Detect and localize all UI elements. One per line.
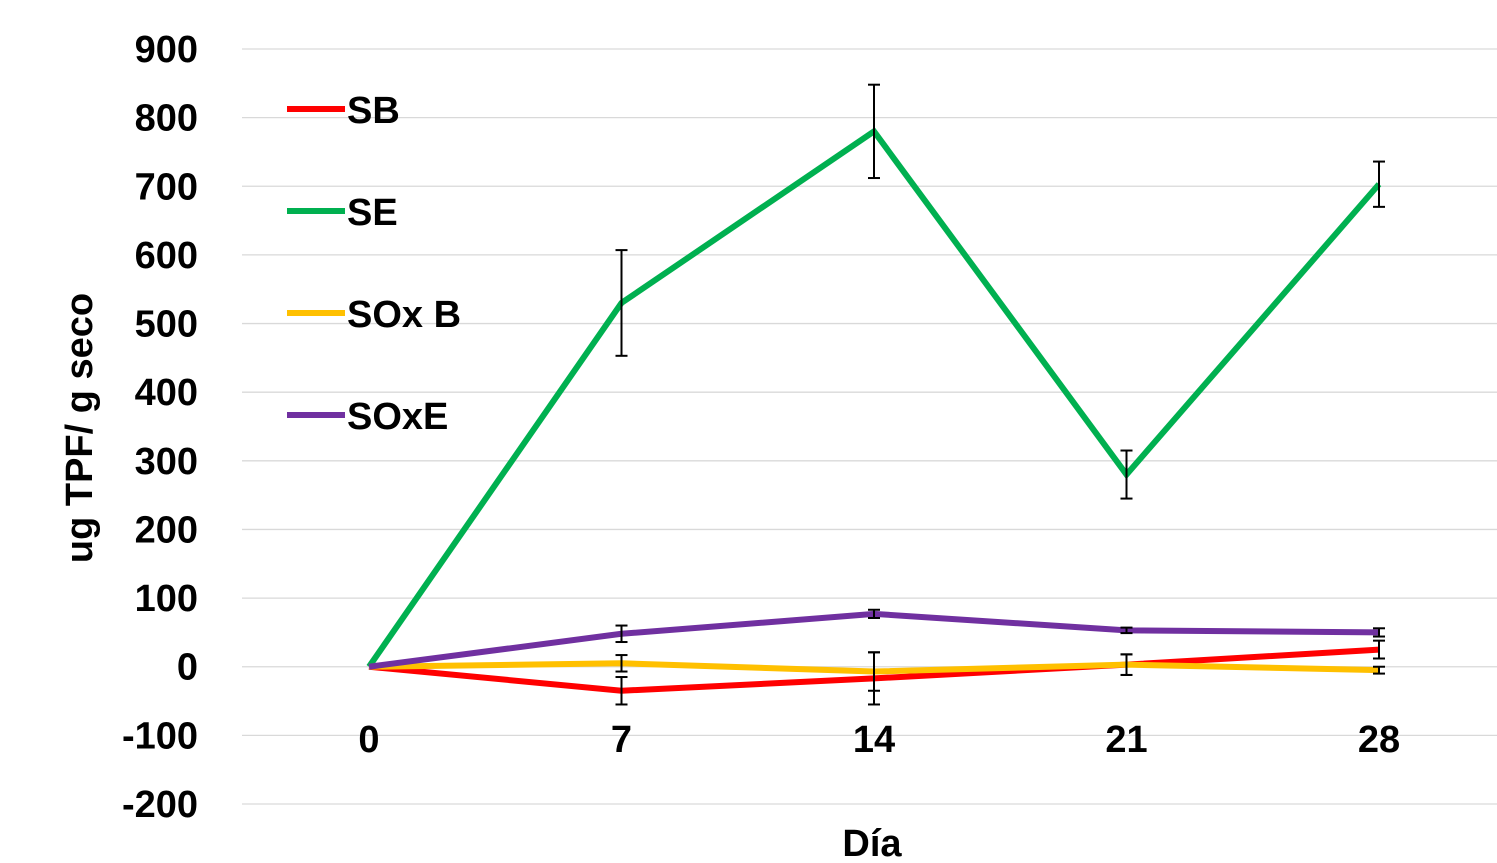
y-axis-ticks: -200 -100 0 100 200 300 400 500 600 700 800 900 (122, 29, 198, 826)
error-bar (868, 608, 880, 619)
error-bar (1120, 449, 1133, 500)
series-line (366, 127, 1382, 669)
y-tick-label: 500 (135, 304, 198, 346)
x-axis-title: Día (842, 823, 902, 863)
error-bar (615, 249, 628, 357)
legend: SB SE SOx B SOxE (287, 90, 461, 438)
x-tick-label: 14 (853, 719, 895, 761)
y-tick-label: -200 (122, 784, 198, 826)
error-bar (615, 676, 628, 706)
y-tick-label: 0 (177, 647, 198, 689)
error-bar (1373, 160, 1385, 208)
x-tick-label: 7 (611, 719, 632, 761)
y-tick-label: 400 (135, 372, 198, 414)
y-tick-label: 600 (135, 235, 198, 277)
y-tick-label: 800 (135, 98, 198, 140)
x-tick-label: 0 (358, 719, 379, 761)
legend-label: SOx B (347, 294, 461, 336)
series (366, 127, 1382, 694)
error-bar (1120, 653, 1133, 676)
y-tick-label: 200 (135, 509, 198, 551)
error-bar (1373, 639, 1385, 660)
error-bar (615, 654, 628, 673)
y-tick-label: 700 (135, 166, 198, 208)
y-tick-label: 100 (135, 578, 198, 620)
error-bar (615, 624, 628, 644)
error-bar (1120, 626, 1133, 635)
legend-label: SOxE (347, 396, 448, 438)
error-bar (1373, 627, 1385, 638)
error-bar (1373, 665, 1385, 675)
y-tick-label: 900 (135, 29, 198, 71)
x-tick-label: 21 (1105, 719, 1147, 761)
error-bar (868, 651, 880, 692)
y-tick-label: -100 (122, 715, 198, 757)
x-tick-label: 28 (1358, 719, 1400, 761)
error-bars (615, 83, 1385, 706)
legend-label: SE (347, 192, 398, 234)
y-axis-title: ug TPF/ g seco (59, 293, 101, 563)
error-bar (868, 83, 880, 180)
y-tick-label: 300 (135, 441, 198, 483)
x-axis-ticks: 0 7 14 21 28 (358, 719, 1400, 761)
legend-label: SB (347, 90, 400, 132)
